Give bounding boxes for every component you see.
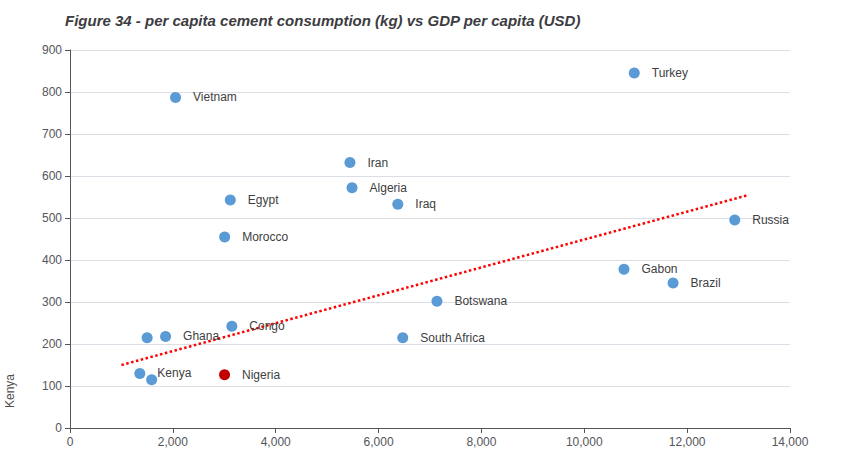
svg-text:Kenya: Kenya: [3, 374, 17, 408]
svg-text:Morocco: Morocco: [242, 230, 288, 244]
svg-text:500: 500: [42, 211, 62, 225]
svg-text:700: 700: [42, 127, 62, 141]
svg-text:Turkey: Turkey: [652, 66, 688, 80]
svg-text:Kenya: Kenya: [157, 366, 191, 380]
svg-text:Botswana: Botswana: [454, 294, 507, 308]
svg-text:Algeria: Algeria: [370, 181, 408, 195]
svg-text:400: 400: [42, 253, 62, 267]
svg-text:Brazil: Brazil: [691, 276, 721, 290]
svg-text:Congo: Congo: [249, 319, 285, 333]
svg-text:600: 600: [42, 169, 62, 183]
svg-text:South Africa: South Africa: [420, 331, 485, 345]
svg-text:12,000: 12,000: [669, 435, 706, 449]
svg-text:Iraq: Iraq: [415, 197, 436, 211]
svg-text:Egypt: Egypt: [248, 193, 279, 207]
svg-text:4,000: 4,000: [261, 435, 291, 449]
svg-text:200: 200: [42, 337, 62, 351]
svg-text:300: 300: [42, 295, 62, 309]
svg-text:Nigeria: Nigeria: [242, 368, 280, 382]
svg-text:2,000: 2,000: [158, 435, 188, 449]
svg-text:0: 0: [55, 421, 62, 435]
svg-text:6,000: 6,000: [364, 435, 394, 449]
svg-text:Russia: Russia: [752, 213, 789, 227]
svg-text:0: 0: [67, 435, 74, 449]
svg-text:8,000: 8,000: [466, 435, 496, 449]
svg-text:900: 900: [42, 43, 62, 57]
svg-text:800: 800: [42, 85, 62, 99]
svg-text:Iran: Iran: [367, 156, 388, 170]
svg-text:10,000: 10,000: [566, 435, 603, 449]
svg-text:Vietnam: Vietnam: [193, 90, 237, 104]
svg-text:Figure 34 - per capita cement: Figure 34 - per capita cement consumptio…: [65, 12, 580, 29]
svg-text:Ghana: Ghana: [183, 329, 219, 343]
svg-text:100: 100: [42, 379, 62, 393]
svg-text:Gabon: Gabon: [641, 262, 677, 276]
svg-text:14,000: 14,000: [772, 435, 809, 449]
